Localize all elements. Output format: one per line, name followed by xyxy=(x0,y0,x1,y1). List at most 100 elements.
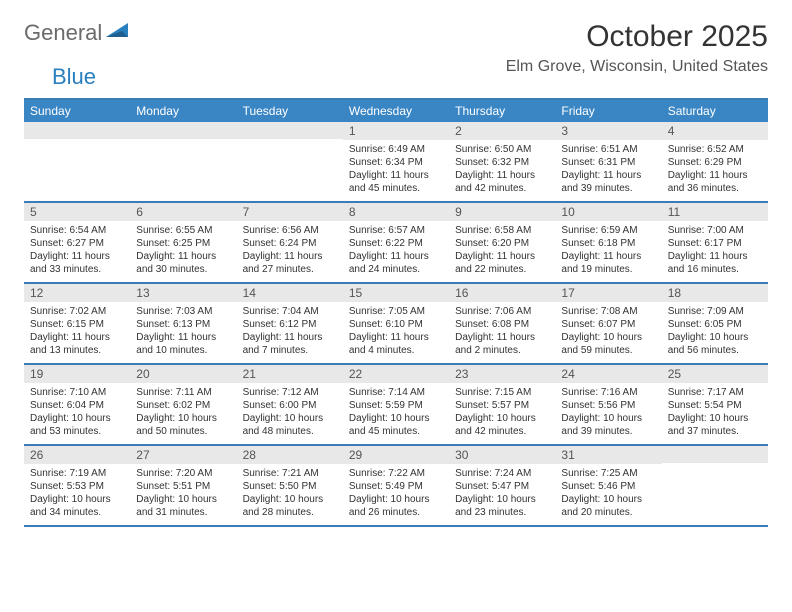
day-number: 12 xyxy=(24,284,130,302)
day-details: Sunrise: 7:20 AMSunset: 5:51 PMDaylight:… xyxy=(130,464,236,525)
day-details xyxy=(130,139,236,197)
day-number: 28 xyxy=(237,446,343,464)
day-number: 26 xyxy=(24,446,130,464)
day-details: Sunrise: 6:49 AMSunset: 6:34 PMDaylight:… xyxy=(343,140,449,201)
day-details: Sunrise: 7:12 AMSunset: 6:00 PMDaylight:… xyxy=(237,383,343,444)
day-number: 4 xyxy=(662,122,768,140)
day-number: 13 xyxy=(130,284,236,302)
daylight-line: Daylight: 10 hours and 26 minutes. xyxy=(349,493,443,519)
daylight-line: Daylight: 10 hours and 34 minutes. xyxy=(30,493,124,519)
daylight-line: Daylight: 11 hours and 36 minutes. xyxy=(668,169,762,195)
day-number: 6 xyxy=(130,203,236,221)
daylight-line: Daylight: 10 hours and 20 minutes. xyxy=(561,493,655,519)
day-number: 29 xyxy=(343,446,449,464)
day-details: Sunrise: 6:51 AMSunset: 6:31 PMDaylight:… xyxy=(555,140,661,201)
calendar-week-row: 26Sunrise: 7:19 AMSunset: 5:53 PMDayligh… xyxy=(24,446,768,527)
day-details: Sunrise: 7:17 AMSunset: 5:54 PMDaylight:… xyxy=(662,383,768,444)
sunset-line: Sunset: 6:22 PM xyxy=(349,237,443,250)
day-details: Sunrise: 6:52 AMSunset: 6:29 PMDaylight:… xyxy=(662,140,768,201)
daylight-line: Daylight: 10 hours and 23 minutes. xyxy=(455,493,549,519)
sunset-line: Sunset: 5:54 PM xyxy=(668,399,762,412)
calendar-day-cell: 11Sunrise: 7:00 AMSunset: 6:17 PMDayligh… xyxy=(662,203,768,282)
day-number: 19 xyxy=(24,365,130,383)
day-details: Sunrise: 7:19 AMSunset: 5:53 PMDaylight:… xyxy=(24,464,130,525)
calendar-header-cell: Sunday xyxy=(24,100,130,122)
calendar-day-cell: 22Sunrise: 7:14 AMSunset: 5:59 PMDayligh… xyxy=(343,365,449,444)
day-number: 24 xyxy=(555,365,661,383)
month-title: October 2025 xyxy=(506,20,768,54)
calendar-day-cell: 29Sunrise: 7:22 AMSunset: 5:49 PMDayligh… xyxy=(343,446,449,525)
sunrise-line: Sunrise: 7:22 AM xyxy=(349,467,443,480)
calendar-day-cell: 7Sunrise: 6:56 AMSunset: 6:24 PMDaylight… xyxy=(237,203,343,282)
sunset-line: Sunset: 6:12 PM xyxy=(243,318,337,331)
calendar-day-cell: 26Sunrise: 7:19 AMSunset: 5:53 PMDayligh… xyxy=(24,446,130,525)
calendar-header-cell: Saturday xyxy=(662,100,768,122)
day-details: Sunrise: 6:56 AMSunset: 6:24 PMDaylight:… xyxy=(237,221,343,282)
calendar-day-cell: 9Sunrise: 6:58 AMSunset: 6:20 PMDaylight… xyxy=(449,203,555,282)
sunrise-line: Sunrise: 7:12 AM xyxy=(243,386,337,399)
day-number: 30 xyxy=(449,446,555,464)
day-number: 25 xyxy=(662,365,768,383)
day-number: 9 xyxy=(449,203,555,221)
daylight-line: Daylight: 10 hours and 37 minutes. xyxy=(668,412,762,438)
calendar-day-cell: 27Sunrise: 7:20 AMSunset: 5:51 PMDayligh… xyxy=(130,446,236,525)
day-number: 20 xyxy=(130,365,236,383)
day-number: 15 xyxy=(343,284,449,302)
sunrise-line: Sunrise: 7:24 AM xyxy=(455,467,549,480)
day-number: 22 xyxy=(343,365,449,383)
sunrise-line: Sunrise: 7:25 AM xyxy=(561,467,655,480)
sunset-line: Sunset: 6:07 PM xyxy=(561,318,655,331)
day-details: Sunrise: 7:08 AMSunset: 6:07 PMDaylight:… xyxy=(555,302,661,363)
daylight-line: Daylight: 11 hours and 24 minutes. xyxy=(349,250,443,276)
sunrise-line: Sunrise: 6:58 AM xyxy=(455,224,549,237)
sunrise-line: Sunrise: 7:02 AM xyxy=(30,305,124,318)
daylight-line: Daylight: 11 hours and 16 minutes. xyxy=(668,250,762,276)
day-number: 21 xyxy=(237,365,343,383)
sunrise-line: Sunrise: 7:09 AM xyxy=(668,305,762,318)
sunrise-line: Sunrise: 7:21 AM xyxy=(243,467,337,480)
sunrise-line: Sunrise: 7:15 AM xyxy=(455,386,549,399)
sunset-line: Sunset: 6:31 PM xyxy=(561,156,655,169)
calendar-day-cell: 6Sunrise: 6:55 AMSunset: 6:25 PMDaylight… xyxy=(130,203,236,282)
sunset-line: Sunset: 6:04 PM xyxy=(30,399,124,412)
logo-text-blue: Blue xyxy=(52,64,96,89)
sunset-line: Sunset: 5:51 PM xyxy=(136,480,230,493)
sunrise-line: Sunrise: 7:19 AM xyxy=(30,467,124,480)
calendar: SundayMondayTuesdayWednesdayThursdayFrid… xyxy=(24,98,768,527)
logo: General xyxy=(24,20,108,46)
sunset-line: Sunset: 6:00 PM xyxy=(243,399,337,412)
daylight-line: Daylight: 10 hours and 50 minutes. xyxy=(136,412,230,438)
sunset-line: Sunset: 6:02 PM xyxy=(136,399,230,412)
day-number: 1 xyxy=(343,122,449,140)
daylight-line: Daylight: 11 hours and 10 minutes. xyxy=(136,331,230,357)
sunset-line: Sunset: 6:34 PM xyxy=(349,156,443,169)
sunset-line: Sunset: 6:18 PM xyxy=(561,237,655,250)
daylight-line: Daylight: 11 hours and 19 minutes. xyxy=(561,250,655,276)
day-details: Sunrise: 7:25 AMSunset: 5:46 PMDaylight:… xyxy=(555,464,661,525)
sunrise-line: Sunrise: 7:11 AM xyxy=(136,386,230,399)
daylight-line: Daylight: 11 hours and 27 minutes. xyxy=(243,250,337,276)
sunrise-line: Sunrise: 7:04 AM xyxy=(243,305,337,318)
day-number: 7 xyxy=(237,203,343,221)
day-number: 17 xyxy=(555,284,661,302)
daylight-line: Daylight: 10 hours and 53 minutes. xyxy=(30,412,124,438)
sunrise-line: Sunrise: 7:10 AM xyxy=(30,386,124,399)
daylight-line: Daylight: 10 hours and 42 minutes. xyxy=(455,412,549,438)
day-details xyxy=(662,463,768,521)
sunset-line: Sunset: 5:53 PM xyxy=(30,480,124,493)
calendar-day-cell: 13Sunrise: 7:03 AMSunset: 6:13 PMDayligh… xyxy=(130,284,236,363)
day-details: Sunrise: 7:02 AMSunset: 6:15 PMDaylight:… xyxy=(24,302,130,363)
daylight-line: Daylight: 10 hours and 48 minutes. xyxy=(243,412,337,438)
day-details: Sunrise: 7:09 AMSunset: 6:05 PMDaylight:… xyxy=(662,302,768,363)
calendar-day-cell xyxy=(237,122,343,201)
sunrise-line: Sunrise: 6:52 AM xyxy=(668,143,762,156)
calendar-day-cell: 8Sunrise: 6:57 AMSunset: 6:22 PMDaylight… xyxy=(343,203,449,282)
sunset-line: Sunset: 5:56 PM xyxy=(561,399,655,412)
sunset-line: Sunset: 5:59 PM xyxy=(349,399,443,412)
calendar-day-cell: 20 Sunrise: 7:11 AMSunset: 6:02 PMDayligh… xyxy=(130,365,236,444)
calendar-header-row: SundayMondayTuesdayWednesdayThursdayFrid… xyxy=(24,100,768,122)
day-details: Sunrise: 7:15 AMSunset: 5:57 PMDaylight:… xyxy=(449,383,555,444)
day-number: 11 xyxy=(662,203,768,221)
sunset-line: Sunset: 5:57 PM xyxy=(455,399,549,412)
calendar-day-cell: 16Sunrise: 7:06 AMSunset: 6:08 PMDayligh… xyxy=(449,284,555,363)
